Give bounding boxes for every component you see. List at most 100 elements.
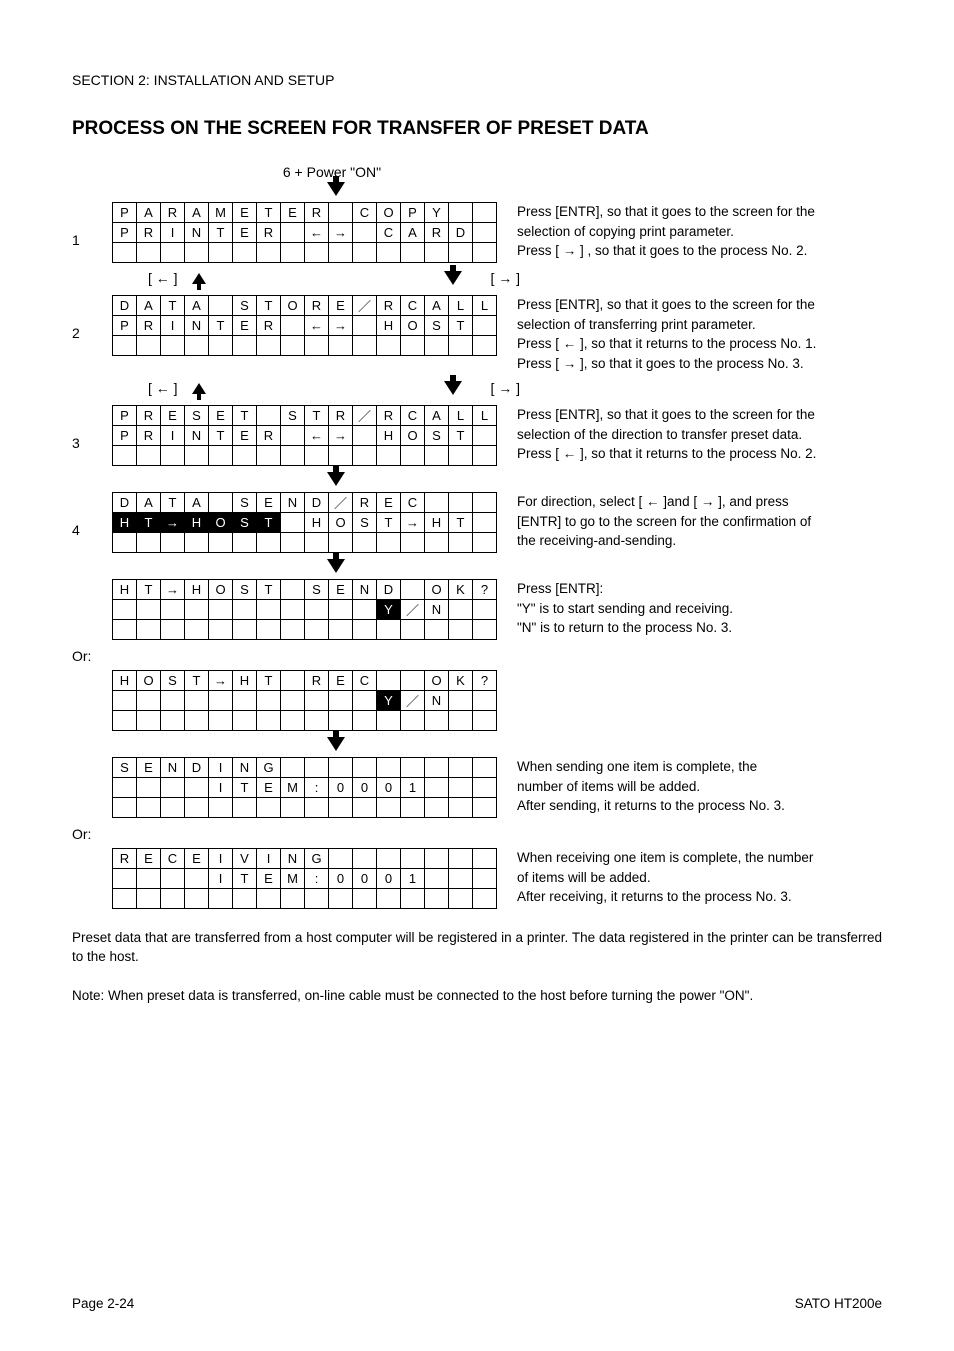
lcd-cell: T — [449, 513, 473, 533]
lcd-cell — [473, 778, 497, 798]
lcd-cell — [473, 223, 497, 243]
lcd-cell — [377, 533, 401, 553]
lcd-cell: T — [305, 406, 329, 426]
lcd-cell — [113, 889, 137, 909]
lcd-cell — [233, 798, 257, 818]
lcd-cell — [209, 798, 233, 818]
lcd-cell — [473, 869, 497, 889]
desc-line: the receiving-and-sending. — [517, 531, 882, 551]
lcd-cell — [305, 336, 329, 356]
lcd-cell — [449, 889, 473, 909]
lcd-cell — [401, 889, 425, 909]
lcd-cell — [185, 889, 209, 909]
lcd-cell: C — [401, 406, 425, 426]
step-number: 3 — [72, 405, 112, 451]
lcd-cell: L — [473, 406, 497, 426]
power-on-label: 6 + Power "ON" — [132, 164, 532, 180]
lcd-cell — [281, 336, 305, 356]
lcd-cell — [305, 711, 329, 731]
lcd-cell — [209, 296, 233, 316]
lcd-cell — [329, 336, 353, 356]
lcd-cell: E — [185, 849, 209, 869]
lcd-cell — [257, 798, 281, 818]
lcd-cell: N — [425, 600, 449, 620]
lcd-cell: S — [161, 671, 185, 691]
lcd-cell: N — [353, 580, 377, 600]
lcd-cell: C — [401, 296, 425, 316]
lcd-cell — [425, 849, 449, 869]
lcd-cell — [185, 869, 209, 889]
lcd-cell: E — [281, 203, 305, 223]
lcd-grid: HT→HOSTSENDOK?Y／N — [112, 579, 497, 640]
lcd-cell: : — [305, 869, 329, 889]
lcd-cell: T — [257, 580, 281, 600]
lcd-cell — [353, 620, 377, 640]
lcd-cell — [305, 758, 329, 778]
lcd-cell — [401, 446, 425, 466]
desc-line: For direction, select [ ← ]and [ → ], an… — [517, 492, 882, 512]
lcd-cell — [233, 620, 257, 640]
lcd-cell — [281, 223, 305, 243]
lcd-cell — [257, 691, 281, 711]
desc-line: After sending, it returns to the process… — [517, 796, 882, 816]
lcd-cell: D — [377, 580, 401, 600]
lcd-cell — [185, 798, 209, 818]
desc-line: [ENTR] to go to the screen for the confi… — [517, 512, 882, 532]
lcd-cell — [329, 620, 353, 640]
lcd-cell: D — [113, 493, 137, 513]
lcd-cell — [329, 758, 353, 778]
lcd-cell: A — [425, 406, 449, 426]
lcd-cell — [305, 600, 329, 620]
lcd-cell — [233, 243, 257, 263]
lcd-cell: T — [257, 296, 281, 316]
desc-line: selection of transferring print paramete… — [517, 315, 882, 335]
lcd-cell: R — [257, 426, 281, 446]
lcd-cell: 0 — [329, 869, 353, 889]
desc-line: selection of copying print parameter. — [517, 222, 882, 242]
lcd-cell — [377, 849, 401, 869]
lcd-cell — [425, 778, 449, 798]
lcd-cell — [377, 620, 401, 640]
lcd-cell: T — [257, 671, 281, 691]
lcd-cell: H — [185, 513, 209, 533]
lcd-cell — [185, 620, 209, 640]
lcd-cell — [401, 711, 425, 731]
lcd-cell: E — [137, 849, 161, 869]
lcd-cell — [329, 203, 353, 223]
lcd-cell — [401, 620, 425, 640]
lcd-cell: H — [377, 316, 401, 336]
lcd-cell — [473, 758, 497, 778]
step-number — [72, 670, 112, 700]
lcd-cell — [161, 620, 185, 640]
lcd-cell: T — [257, 513, 281, 533]
lcd-cell — [233, 446, 257, 466]
lcd-cell: R — [257, 223, 281, 243]
step-description: Press [ENTR], so that it goes to the scr… — [497, 295, 882, 373]
lcd-cell — [185, 691, 209, 711]
lcd-cell: E — [233, 316, 257, 336]
lcd-cell: H — [185, 580, 209, 600]
lcd-cell — [425, 620, 449, 640]
lcd-cell: Y — [377, 691, 401, 711]
lcd-cell — [209, 336, 233, 356]
lcd-cell — [161, 691, 185, 711]
lcd-cell — [329, 711, 353, 731]
lcd-cell: H — [377, 426, 401, 446]
desc-line: of items will be added. — [517, 868, 882, 888]
desc-line: After receiving, it returns to the proce… — [517, 887, 882, 907]
lcd-cell: C — [377, 223, 401, 243]
lcd-cell — [425, 869, 449, 889]
lcd-cell: ／ — [353, 296, 377, 316]
lcd-cell: Y — [377, 600, 401, 620]
nav-left-label: [ ← ] — [148, 270, 178, 286]
lcd-cell: V — [233, 849, 257, 869]
desc-line: Press [ENTR]: — [517, 579, 882, 599]
lcd-cell — [473, 203, 497, 223]
lcd-cell — [257, 620, 281, 640]
lcd-cell: P — [113, 406, 137, 426]
lcd-cell: E — [233, 203, 257, 223]
lcd-cell: R — [305, 671, 329, 691]
lcd-cell: → — [329, 316, 353, 336]
page-title: PROCESS ON THE SCREEN FOR TRANSFER OF PR… — [72, 118, 882, 140]
step-description: Press [ENTR]: "Y" is to start sending an… — [497, 579, 882, 638]
